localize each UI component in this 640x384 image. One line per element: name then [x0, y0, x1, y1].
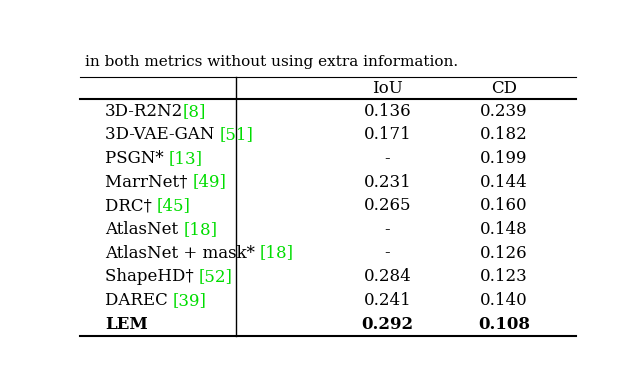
Text: AtlasNet + mask*: AtlasNet + mask*: [105, 245, 260, 262]
Text: IoU: IoU: [372, 81, 403, 98]
Text: 0.140: 0.140: [480, 292, 528, 309]
Text: AtlasNet: AtlasNet: [105, 221, 183, 238]
Text: 0.239: 0.239: [480, 103, 528, 120]
Text: [49]: [49]: [193, 174, 227, 190]
Text: [39]: [39]: [173, 292, 207, 309]
Text: 0.136: 0.136: [364, 103, 412, 120]
Text: [18]: [18]: [183, 221, 217, 238]
Text: [18]: [18]: [260, 245, 294, 262]
Text: 0.265: 0.265: [364, 197, 412, 214]
Text: 0.144: 0.144: [480, 174, 528, 190]
Text: -: -: [385, 221, 390, 238]
Text: in both metrics without using extra information.: in both metrics without using extra info…: [85, 55, 458, 69]
Text: [13]: [13]: [169, 150, 203, 167]
Text: 0.123: 0.123: [480, 268, 528, 285]
Text: 0.148: 0.148: [480, 221, 528, 238]
Text: 0.292: 0.292: [362, 316, 413, 333]
Text: 0.199: 0.199: [481, 150, 528, 167]
Text: [8]: [8]: [183, 103, 207, 120]
Text: -: -: [385, 245, 390, 262]
Text: 0.171: 0.171: [364, 126, 412, 143]
Text: MarrNet†: MarrNet†: [105, 174, 193, 190]
Text: 0.284: 0.284: [364, 268, 412, 285]
Text: PSGN*: PSGN*: [105, 150, 169, 167]
Text: DRC†: DRC†: [105, 197, 157, 214]
Text: DAREC: DAREC: [105, 292, 173, 309]
Text: 0.108: 0.108: [478, 316, 530, 333]
Text: 3D-R2N2: 3D-R2N2: [105, 103, 183, 120]
Text: LEM: LEM: [105, 316, 148, 333]
Text: 0.182: 0.182: [480, 126, 528, 143]
Text: [45]: [45]: [157, 197, 191, 214]
Text: 3D-VAE-GAN: 3D-VAE-GAN: [105, 126, 220, 143]
Text: 0.160: 0.160: [480, 197, 528, 214]
Text: 0.241: 0.241: [364, 292, 412, 309]
Text: [51]: [51]: [220, 126, 253, 143]
Text: -: -: [385, 150, 390, 167]
Text: 0.126: 0.126: [480, 245, 528, 262]
Text: CD: CD: [491, 81, 517, 98]
Text: [52]: [52]: [199, 268, 233, 285]
Text: 0.231: 0.231: [364, 174, 412, 190]
Text: ShapeHD†: ShapeHD†: [105, 268, 199, 285]
